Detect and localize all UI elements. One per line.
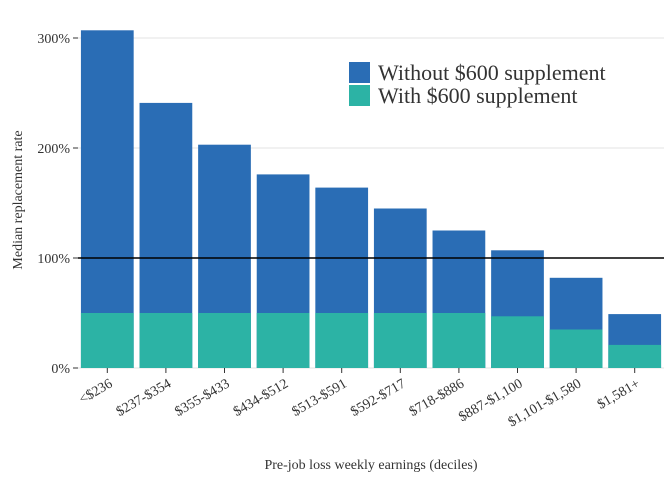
y-axis-ticks: 0% 100% 200% 300%	[37, 32, 78, 377]
x-tick-label: $355-$433	[172, 376, 232, 419]
x-tick-label: $592-$717	[348, 376, 408, 419]
bar-without-supplement	[80, 30, 134, 369]
legend-label: With $600 supplement	[378, 83, 578, 108]
bar-with-supplement	[80, 313, 134, 368]
legend-label: Without $600 supplement	[378, 60, 606, 85]
legend-swatch	[349, 62, 370, 83]
y-axis-title: Median replacement rate	[11, 130, 26, 269]
bar-with-supplement	[549, 329, 603, 368]
bar-with-supplement	[373, 313, 427, 368]
x-axis-ticks: <$236$237-$354$355-$433$434-$512$513-$59…	[77, 368, 643, 430]
x-tick-label: <$236	[77, 376, 116, 407]
y-tick-label: 0%	[51, 362, 70, 377]
x-tick-label: $237-$354	[114, 376, 174, 419]
bar-with-supplement	[432, 313, 486, 368]
bar-with-supplement	[256, 313, 310, 368]
bar-with-supplement	[198, 313, 251, 368]
y-tick-label: 100%	[37, 252, 70, 267]
bar-with-supplement	[139, 313, 193, 368]
legend-swatch	[349, 85, 370, 106]
bar-with-supplement	[315, 313, 369, 368]
y-tick-label: 300%	[37, 32, 70, 47]
bars	[80, 30, 662, 369]
x-tick-label: $1,581+	[595, 376, 643, 412]
bar-with-supplement	[491, 316, 544, 368]
y-tick-label: 200%	[37, 142, 70, 157]
x-tick-label: $513-$591	[290, 376, 350, 419]
bar-with-supplement	[608, 344, 662, 368]
x-tick-label: $434-$512	[231, 376, 291, 419]
x-axis-title: Pre-job loss weekly earnings (deciles)	[264, 458, 477, 473]
